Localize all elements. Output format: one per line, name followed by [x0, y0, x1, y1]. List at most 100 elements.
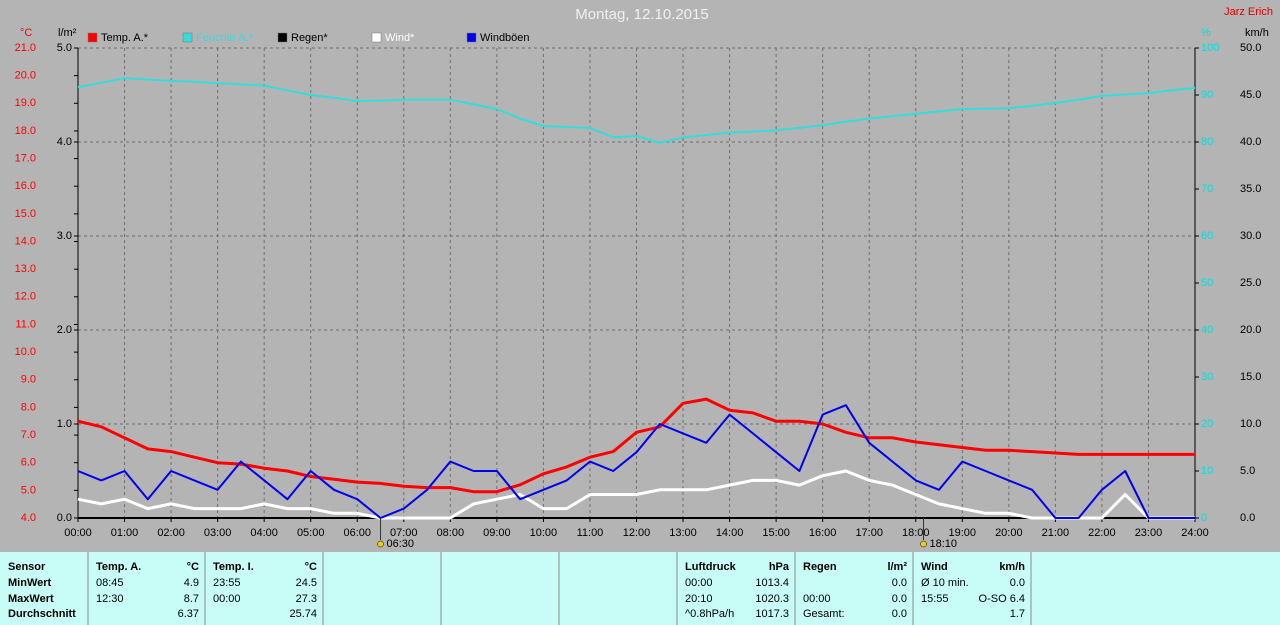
y-tick-label: 15.0 [1240, 371, 1261, 383]
y-tick-label: 12.0 [15, 291, 36, 303]
cell-time: Ø 10 min. [921, 577, 969, 589]
y-tick-label: 17.0 [15, 152, 36, 164]
y-tick-label: 8.0 [21, 401, 36, 413]
legend-label: Regen* [291, 32, 328, 44]
y-tick-label: 2.0 [57, 324, 72, 336]
series-line [77, 397, 1195, 494]
legend-label: Wind* [385, 32, 415, 44]
y-tick-label: 30 [1201, 371, 1213, 383]
group-header: Luftdruck [685, 561, 737, 573]
legend-label: Temp. A.* [101, 32, 149, 44]
y-tick-label: 40 [1201, 324, 1213, 336]
x-tick-label: 13:00 [669, 527, 697, 539]
y-tick-label: 9.0 [21, 374, 36, 386]
x-tick-label: 23:00 [1135, 527, 1163, 539]
y-tick-label: 70 [1201, 183, 1213, 195]
x-tick-label: 15:00 [762, 527, 790, 539]
x-tick-label: 17:00 [855, 527, 883, 539]
cell-value: 0.0 [1010, 577, 1025, 589]
x-tick-label: 12:00 [623, 527, 651, 539]
y-tick-label: 15.0 [15, 208, 36, 220]
y-tick-label: 20.0 [1240, 324, 1261, 336]
y-tick-label: 50 [1201, 277, 1213, 289]
axis-unit: °C [20, 27, 32, 39]
axis-unit: % [1201, 27, 1211, 39]
y-tick-label: 5.0 [21, 484, 36, 496]
y-tick-label: 16.0 [15, 180, 36, 192]
table-background [0, 552, 1280, 625]
group-unit: km/h [999, 561, 1025, 573]
y-tick-label: 21.0 [15, 42, 36, 54]
cell-time: 08:45 [96, 577, 124, 589]
y-tick-label: 7.0 [21, 429, 36, 441]
y-tick-label: 10 [1201, 465, 1213, 477]
y-tick-label: 14.0 [15, 235, 36, 247]
y-tick-label: 5.0 [57, 42, 72, 54]
x-tick-label: 01:00 [111, 527, 139, 539]
y-tick-label: 10.0 [1240, 418, 1261, 430]
y-tick-label: 20.0 [15, 70, 36, 82]
cell-value: 27.3 [296, 593, 317, 605]
x-tick-label: 22:00 [1088, 527, 1116, 539]
cell-value: 8.7 [184, 593, 199, 605]
cell-time: ^0.8hPa/h [685, 608, 734, 620]
legend-swatch [277, 32, 288, 43]
legend-label: Windböen [480, 32, 530, 44]
y-tick-label: 4.0 [21, 512, 36, 524]
x-tick-label: 09:00 [483, 527, 511, 539]
cell-value: 1.7 [1010, 608, 1025, 620]
cell-time: 23:55 [213, 577, 241, 589]
legend-swatch [371, 32, 382, 43]
cell-value: 1013.4 [755, 577, 789, 589]
y-tick-label: 35.0 [1240, 183, 1261, 195]
y-tick-label: 19.0 [15, 97, 36, 109]
y-tick-label: 13.0 [15, 263, 36, 275]
row-label: Sensor [8, 561, 46, 573]
y-tick-label: 11.0 [15, 318, 36, 330]
x-tick-label: 14:00 [716, 527, 744, 539]
cell-value: 1017.3 [755, 608, 789, 620]
y-tick-label: 40.0 [1240, 136, 1261, 148]
x-tick-label: 20:00 [995, 527, 1023, 539]
x-tick-label: 03:00 [204, 527, 232, 539]
group-unit: °C [187, 561, 199, 573]
legend-label: Feuchte A.* [196, 32, 254, 44]
series-line [77, 404, 1195, 519]
y-tick-label: 60 [1201, 230, 1213, 242]
author: Jarz Erich [1224, 6, 1273, 18]
sun-icon [920, 540, 927, 548]
cell-time: 12:30 [96, 593, 124, 605]
y-tick-label: 5.0 [1240, 465, 1255, 477]
x-tick-label: 06:00 [343, 527, 371, 539]
y-tick-label: 6.0 [21, 457, 36, 469]
x-tick-label: 04:00 [250, 527, 278, 539]
y-tick-label: 100 [1201, 42, 1219, 54]
legend-swatch [466, 32, 477, 43]
cell-time: Gesamt: [803, 608, 845, 620]
group-header: Wind [921, 561, 948, 573]
sun-icon [377, 540, 384, 548]
x-tick-label: 00:00 [64, 527, 92, 539]
group-unit: hPa [769, 561, 790, 573]
y-tick-label: 20 [1201, 418, 1213, 430]
y-tick-label: 45.0 [1240, 89, 1261, 101]
y-tick-label: 0.0 [1240, 512, 1255, 524]
series-line [77, 469, 1195, 520]
chart-title: Montag, 12.10.2015 [575, 6, 708, 23]
y-tick-label: 0.0 [57, 512, 72, 524]
y-tick-label: 1.0 [57, 418, 72, 430]
cell-time: 20:10 [685, 593, 713, 605]
legend-swatch [182, 32, 193, 43]
x-tick-label: 10:00 [530, 527, 558, 539]
y-tick-label: 25.0 [1240, 277, 1261, 289]
cell-value: 25.74 [289, 608, 317, 620]
cell-value: O-SO 6.4 [979, 593, 1025, 605]
group-header: Temp. A. [96, 561, 141, 573]
axis-unit: km/h [1245, 27, 1269, 39]
cell-time: 00:00 [213, 593, 241, 605]
cell-time: 00:00 [803, 593, 831, 605]
x-tick-label: 19:00 [949, 527, 977, 539]
y-tick-label: 18.0 [15, 125, 36, 137]
cell-value: 0.0 [892, 577, 907, 589]
